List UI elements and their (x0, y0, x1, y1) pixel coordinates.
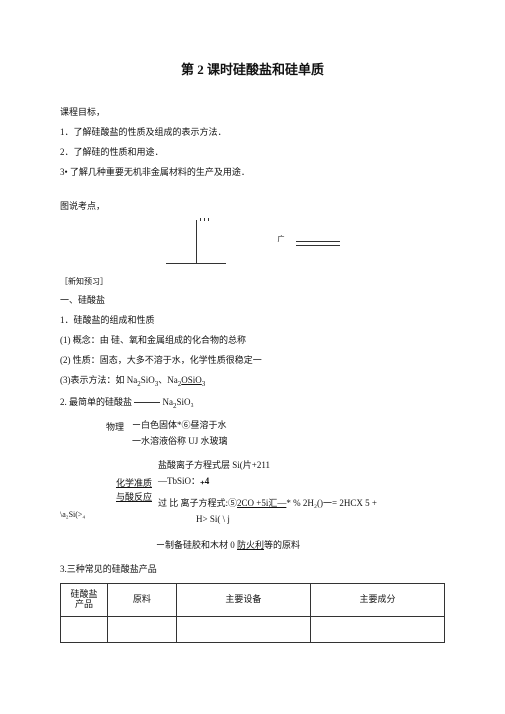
objective-3: 3• 了解几种重要无机非金属材料的生产及用途． (60, 166, 445, 180)
acid-label: 与酸反应 (60, 491, 152, 505)
phys-line-2: 一水溶液俗称 UJ 水玻璃 (130, 435, 445, 449)
sec1c: (3)表示方法：如 Na2SiO3、Na2OSiO3 (60, 374, 445, 390)
chem-line-2: —TbSiO：₊4 (156, 475, 445, 489)
physics-label: 物理 (60, 421, 130, 435)
silicate-table: 硅酸盐产品 原料 主要设备 主要成分 (60, 583, 445, 644)
chem-label: 化学准质 (60, 477, 152, 491)
diagram-header: 图说考点， (60, 200, 445, 214)
phys-line-1: ー白色固体*⑥昼溶于水 (130, 419, 445, 433)
objective-1: 1．了解硅酸盐的性质及组成的表示方法． (60, 126, 445, 140)
sec1a: (1) 概念：由 硅、氧和金属组成的化合物的总称 (60, 334, 445, 348)
chem-line-3: 过 比 离子方程式:⑤2CO +5i汇—* % 2H₂()一= 2HCX 5 + (156, 497, 445, 511)
a2si: \a₂Si(>₄ (60, 509, 156, 521)
col-product: 硅酸盐产品 (61, 583, 108, 616)
preview-label-1: ［新知预习］ (60, 276, 445, 288)
objective-2: 2．了解硅的性质和用途． (60, 146, 445, 160)
sec2a: 2. 最简单的硅酸盐 Na2SiO₃ (60, 396, 445, 412)
col-equip: 主要设备 (176, 583, 310, 616)
preview-label-2: 一、硅酸盐 (60, 294, 445, 308)
diagram-placeholder: 广 (60, 220, 445, 264)
chem-line-1: 盐酸离子方程式层 Si(片+211 (156, 459, 445, 473)
col-raw: 原料 (108, 583, 177, 616)
objectives-header: 课程目标， (60, 106, 445, 120)
chem-line-4: H> Si( \ j (156, 513, 445, 527)
col-comp: 主要成分 (310, 583, 444, 616)
sec1-header: 1．硅酸盐的组成和性质 (60, 314, 445, 328)
line7: ー制备硅胶和木材 0 防火利等的原料 (60, 539, 445, 553)
sec1b: (2) 性质：固态，大多不溶于水，化学性质很稳定一 (60, 354, 445, 368)
sec3: 3.三种常见的硅酸盐产品 (60, 563, 445, 577)
page-title: 第 2 课时硅酸盐和硅单质 (60, 60, 445, 80)
